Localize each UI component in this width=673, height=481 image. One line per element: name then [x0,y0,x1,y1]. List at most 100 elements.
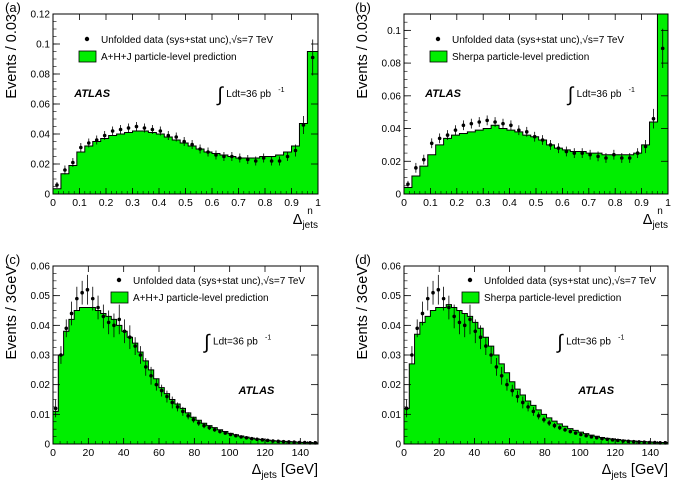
y-tick-label: 0.01 [31,410,51,421]
data-point [635,148,640,158]
data-point-marker [494,365,499,369]
data-point [600,436,604,441]
legend-prediction-label: A+H+J particle-level prediction [101,52,237,63]
x-tick-label: 0.3 [125,197,140,209]
x-tick-label: 0.9 [284,197,299,209]
data-point [588,149,592,160]
data-point-marker [222,154,226,159]
data-point [149,366,153,385]
data-point-marker [627,156,632,160]
data-point [584,433,588,438]
data-point-marker [158,129,163,133]
y-axis-title: Events / 3GeV [355,266,371,360]
data-point [222,152,226,161]
data-point-marker [505,382,509,387]
data-point-marker [441,296,446,301]
data-point-marker [249,436,254,441]
data-point [610,438,615,442]
x-tick-label: 0 [401,197,407,209]
y-tick-label: 0.03 [31,351,51,362]
data-point-marker [420,311,425,316]
data-point-marker [651,116,656,121]
data-point-marker [206,150,210,154]
data-point-marker [532,134,537,139]
data-point [218,429,222,434]
x-axis-title: Δjets [643,212,668,231]
data-point-marker [469,121,474,126]
luminosity-text: Ldt=36 pb [213,336,258,347]
data-point-marker [71,160,75,165]
data-point [71,158,75,167]
data-point-marker [594,435,599,440]
data-point [548,140,553,150]
data-point [493,117,497,127]
y-axis-title: Events / 3GeV [4,266,20,360]
data-point [110,126,115,136]
data-point [445,130,450,140]
data-point-marker [255,437,259,442]
data-point-marker [461,123,466,128]
data-point-marker [452,314,456,319]
x-tick-label: 140 [642,447,660,459]
data-point [557,425,562,431]
data-point-marker [170,400,175,405]
legend-data-label: Unfolded data (sys+stat unc),√s=7 TeV [133,275,305,287]
legend-data-label: Unfolded data (sys+stat unc),√s=7 TeV [101,34,273,46]
data-point-marker [626,439,631,444]
data-point [117,304,122,335]
data-point-marker [285,154,290,159]
x-tick-label: 0.8 [258,197,273,209]
luminosity-exponent: -1 [629,87,635,94]
data-point-marker [660,46,665,51]
data-point-marker [53,406,58,411]
data-point-marker [154,382,159,387]
y-tick-label: 0.05 [382,291,402,302]
data-point [532,131,537,142]
data-point-marker [69,311,74,316]
x-tick-label: 0 [50,447,56,459]
data-point [269,156,274,166]
data-point-marker [118,127,123,132]
data-point-marker [579,432,583,437]
data-point-marker [102,133,107,138]
data-point-marker [261,156,266,160]
data-point-marker [468,317,472,322]
data-point [55,182,59,188]
data-point-marker [572,151,577,155]
data-point-marker [473,329,478,334]
y-tick-label: 0.1 [387,26,401,37]
data-point-marker [489,353,493,357]
data-point [175,402,180,412]
data-point-marker [133,344,137,348]
data-point [261,153,266,163]
data-point [253,156,258,166]
data-point-marker [281,439,286,444]
prediction-histogram [52,51,319,195]
data-point-marker [292,440,296,445]
data-point-marker [96,305,100,310]
data-point [143,357,148,376]
data-point [122,319,127,344]
panel-label: (d) [355,252,371,267]
data-point-marker [521,400,525,405]
data-point [244,435,249,440]
data-point-marker [239,435,243,439]
data-point [499,366,504,385]
x-axis-title: Δjets [293,212,318,231]
data-point [238,153,242,163]
x-tick-label: 0.7 [231,197,246,209]
data-point [653,440,657,445]
x-tick-label: 0.1 [423,197,438,209]
data-point-marker [584,433,588,438]
data-point [568,429,573,434]
data-point-marker [437,136,442,141]
data-point-marker [138,353,143,357]
data-point [276,439,281,444]
data-point [604,153,608,163]
y-tick-label: 0.08 [31,70,51,81]
legend-prediction-swatch [110,291,129,304]
y-tick-label: 0.08 [382,59,402,70]
data-point [596,151,600,162]
data-point [612,149,616,160]
data-point-marker [564,149,569,154]
